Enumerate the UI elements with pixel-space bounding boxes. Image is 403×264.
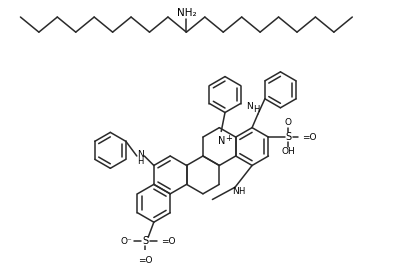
Text: N: N [246,102,253,111]
Text: O: O [285,119,292,128]
Text: =O: =O [161,237,176,246]
Text: NH₂: NH₂ [177,8,196,18]
Text: H: H [239,187,245,196]
Text: =O: =O [301,133,316,142]
Text: =O: =O [138,256,153,264]
Text: +: + [225,134,232,143]
Text: H: H [253,105,259,114]
Text: OH: OH [281,147,295,156]
Text: S: S [142,236,148,246]
Text: N: N [232,187,239,196]
Text: N: N [137,150,144,159]
Text: H: H [137,157,144,166]
Text: S: S [285,132,291,142]
Text: O⁻: O⁻ [120,237,132,246]
Text: N: N [218,136,226,146]
